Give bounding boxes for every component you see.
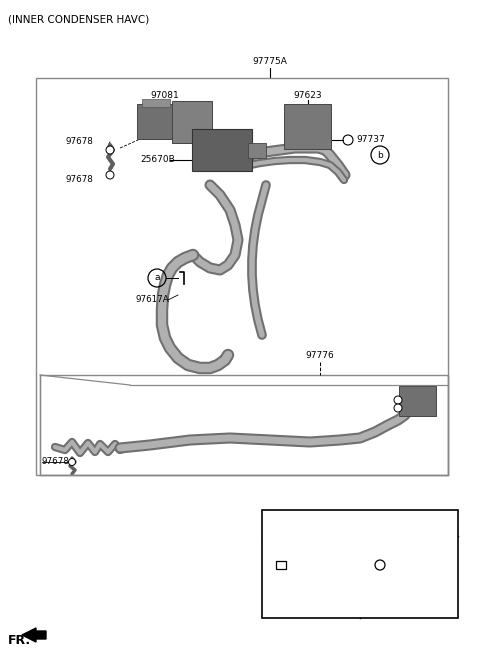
Text: a: a [281,518,287,527]
Polygon shape [22,628,46,642]
Text: 97623: 97623 [294,91,322,100]
Text: 97737: 97737 [356,136,385,144]
Text: 97811F: 97811F [320,560,354,569]
Text: 97812A: 97812A [324,581,359,590]
Bar [276,561,286,569]
Bar [36,78,448,475]
Text: b: b [379,518,385,527]
Text: 97775A: 97775A [252,58,288,66]
Text: 97678: 97678 [66,176,94,184]
Text: 97678: 97678 [406,405,434,415]
Bar [262,510,458,618]
Circle shape [106,146,114,154]
Text: 97617A: 97617A [135,295,169,304]
Text: 97678: 97678 [406,394,434,403]
FancyBboxPatch shape [137,104,174,139]
Circle shape [106,171,114,179]
FancyBboxPatch shape [284,104,331,149]
Text: FR.: FR. [8,634,31,647]
Text: 97811L: 97811L [401,560,435,569]
FancyBboxPatch shape [172,101,212,143]
Bar [40,375,448,475]
Text: 97081: 97081 [151,91,180,100]
FancyBboxPatch shape [192,129,252,171]
FancyBboxPatch shape [399,386,436,416]
Text: 97678: 97678 [42,457,70,466]
Text: a: a [154,274,160,283]
Text: (INNER CONDENSER HAVC): (INNER CONDENSER HAVC) [8,14,149,24]
Text: 97678: 97678 [66,138,94,146]
Text: 97812A: 97812A [422,581,457,590]
Text: 25670B: 25670B [140,155,175,165]
Circle shape [394,396,402,404]
Text: b: b [377,150,383,159]
Circle shape [394,404,402,412]
Bar [248,143,266,158]
Circle shape [69,459,75,466]
Bar [142,99,170,107]
Text: 97776: 97776 [306,350,335,359]
